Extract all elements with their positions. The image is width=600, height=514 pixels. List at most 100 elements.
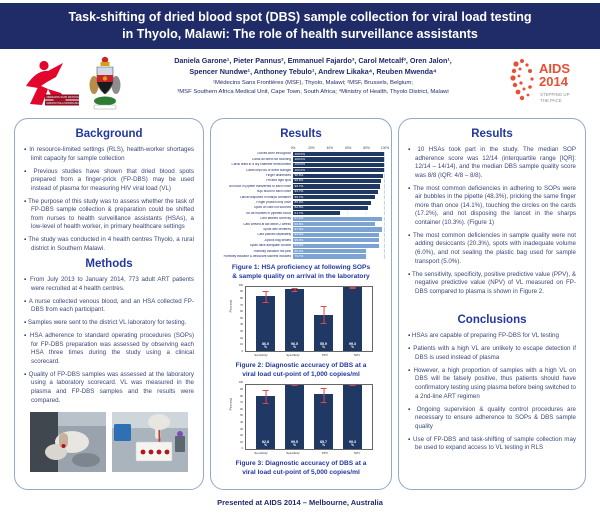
y-tick-label: 30 — [240, 427, 243, 431]
y-tick-label: 70 — [240, 401, 243, 405]
y-tick-label: 10 — [240, 343, 243, 347]
bar: 100.0% — [293, 163, 384, 167]
bar-track: 100.0% — [293, 151, 385, 157]
bar: 100.0% — [293, 151, 384, 157]
authors-line1: Daniela Garone¹, Pieter Pannus², Emmanue… — [174, 56, 452, 65]
error-bar — [320, 388, 327, 404]
error-bar — [349, 287, 356, 289]
bullet-item: The purpose of this study was to assess … — [28, 198, 194, 232]
y-tick-label: 10 — [240, 440, 243, 444]
bar-value-percent: % — [322, 443, 325, 448]
bar-track: 96.6% — [293, 178, 385, 184]
figure1-bar-row: No air bubbles in pipetted blood 51.7% — [217, 211, 385, 216]
figure3-caption: Figure 3: Diagnostic accuracy of DBS at … — [235, 459, 367, 476]
bullet-item: In resource-limited settings (RLS), heal… — [29, 146, 194, 163]
bar-value-percent: % — [351, 345, 354, 350]
x-tick-label: 100% — [380, 145, 390, 150]
bar-value-number: 99.3 — [349, 440, 356, 445]
figure1-bar-row: Humidity indicator & desiccant sachets i… — [217, 254, 385, 259]
bar-value-percent: % — [264, 345, 267, 350]
bar: 94.4% — [293, 233, 379, 238]
bar-track: 98.8% — [293, 173, 385, 178]
x-tick-label: 0% — [290, 145, 296, 150]
bar-value-label: 100.0% — [294, 156, 306, 161]
figure1-axis-ticks: 0% 20% 40% 60% 80% 100% — [290, 145, 389, 152]
bar-track: 90.6% — [293, 222, 385, 227]
x-tick-label: Specificity — [286, 352, 300, 357]
bar: 99.5% — [285, 385, 304, 449]
bar: 97.4% — [293, 217, 382, 221]
bar-label: Humidity indicator not pink — [253, 249, 291, 253]
bar-value-label: 99.3% — [343, 342, 362, 350]
y-tick-label: 70 — [240, 303, 243, 307]
bar-track: 97.3% — [293, 227, 385, 232]
bullet-item: Use of FP-DBS and task-shifting of sampl… — [413, 436, 576, 453]
figure3-x-labels: Sensitivity Specificity PPV NPV — [245, 451, 373, 455]
methods-heading: Methods — [85, 258, 133, 271]
bullet-item: However, a high proportion of samples wi… — [414, 367, 577, 401]
bar-value-label: 86.0% — [256, 342, 275, 350]
conclusions-bullets: HSAs are capable of preparing FP-DBS for… — [408, 332, 576, 453]
background-methods-box: Background In resource-limited settings … — [14, 118, 204, 490]
figure3-plot-area: 82.8% 99.5% 85.7% 99.3% — [245, 383, 373, 450]
bar-track: 94.4% — [293, 233, 385, 238]
bar: 93.7% — [293, 190, 379, 194]
y-tick-label: 100 — [238, 381, 243, 385]
authors-block: Daniela Garone¹, Pieter Pannus², Emmanue… — [128, 56, 498, 97]
error-bar — [320, 306, 327, 325]
bar-label: Card labeled correctly — [259, 217, 291, 221]
bar-track: 95.7% — [293, 183, 385, 189]
bar-value-label: 95.7% — [294, 183, 304, 188]
figure2-y-ticks: 0 10 20 30 40 50 60 70 80 90 100 — [236, 283, 244, 353]
bar-track: 100.0% — [293, 156, 385, 162]
y-tick-label: 0 — [241, 349, 243, 353]
bar-column: 99.3% — [343, 287, 362, 351]
bar-value-label: 55.9% — [314, 342, 333, 350]
bar-label: Spots have adequate volume — [249, 244, 291, 248]
bar-value-label: 100.0% — [294, 151, 306, 156]
bar-label: 90μl blood in each circle — [256, 190, 291, 194]
x-tick-label: NPV — [353, 450, 361, 455]
error-bar — [262, 390, 269, 404]
bar-value-percent: % — [293, 345, 296, 350]
photo-finger-prick-collection — [30, 412, 106, 473]
bar: 86.0% — [256, 295, 275, 351]
bar-label: Humidity indicator & desiccant sachets i… — [223, 254, 291, 258]
authors-band: MEDECINS SANS FRONTIERES MADOKOTALA OPAN… — [0, 52, 600, 114]
figure1-bar-row: Cards kept out of direct sunlight 100.0% — [217, 168, 385, 173]
x-tick-label: Sensitivity — [254, 352, 268, 357]
poster-title-line2: in Thyolo, Malawi: The role of health su… — [122, 27, 478, 41]
figure2-x-labels: Sensitivity Specificity PPV NPV — [245, 353, 373, 357]
bar: 96.6% — [293, 178, 381, 184]
bar: 82.8% — [256, 395, 275, 449]
bar-value-label: 98.8% — [294, 173, 304, 178]
bar-track: 89.7% — [293, 195, 385, 200]
background-heading: Background — [75, 128, 143, 140]
bar-value-label: 97.3% — [294, 227, 304, 231]
bar: 90.6% — [293, 222, 376, 227]
bar: 99.3% — [343, 385, 362, 449]
bar-value-label: 82.8% — [256, 440, 275, 448]
bar-label: No air bubbles in pipetted blood — [246, 211, 291, 215]
footer-presented-at: Presented at AIDS 2014 – Melbourne, Aust… — [217, 498, 383, 507]
figure1-bar-row: Card packed separately 94.4% — [217, 232, 385, 238]
affiliations-line2: ³MSF Southern Africa Medical Unit, Cape … — [177, 89, 449, 96]
authors-line2: Spencer Nundwe¹, Anthoney Tebulo¹, Andre… — [189, 66, 437, 76]
bar-value-number: 96.5 — [291, 342, 298, 347]
bar: 55.9% — [314, 315, 333, 351]
results-figures-box: Results 0% 20% 40% 60% 80% 100% Gloves worn th… — [210, 118, 392, 490]
y-tick-label: 50 — [240, 316, 243, 320]
bar-value-percent: % — [264, 443, 267, 448]
bar-value-percent: % — [322, 345, 325, 350]
figure1-bar-row: Humidity indicator not pink 80.2% — [217, 248, 385, 254]
y-tick-label: 100 — [238, 283, 243, 287]
aids-logo-line2: 2014 — [539, 74, 569, 89]
bar: 82.8% — [293, 206, 369, 211]
bar-value-label: 80.2% — [294, 248, 304, 253]
bar-value-label: 96.6% — [294, 178, 304, 183]
poster-title-banner: Task-shifting of dried blood spot (DBS) … — [0, 3, 600, 49]
results-bullets: 10 HSAs took part in the study. The medi… — [408, 146, 576, 296]
figure3-y-ticks: 0 10 20 30 40 50 60 70 80 90 100 — [236, 381, 244, 450]
bar-label: Spots on card not touched — [253, 206, 291, 210]
error-bar — [291, 384, 298, 386]
